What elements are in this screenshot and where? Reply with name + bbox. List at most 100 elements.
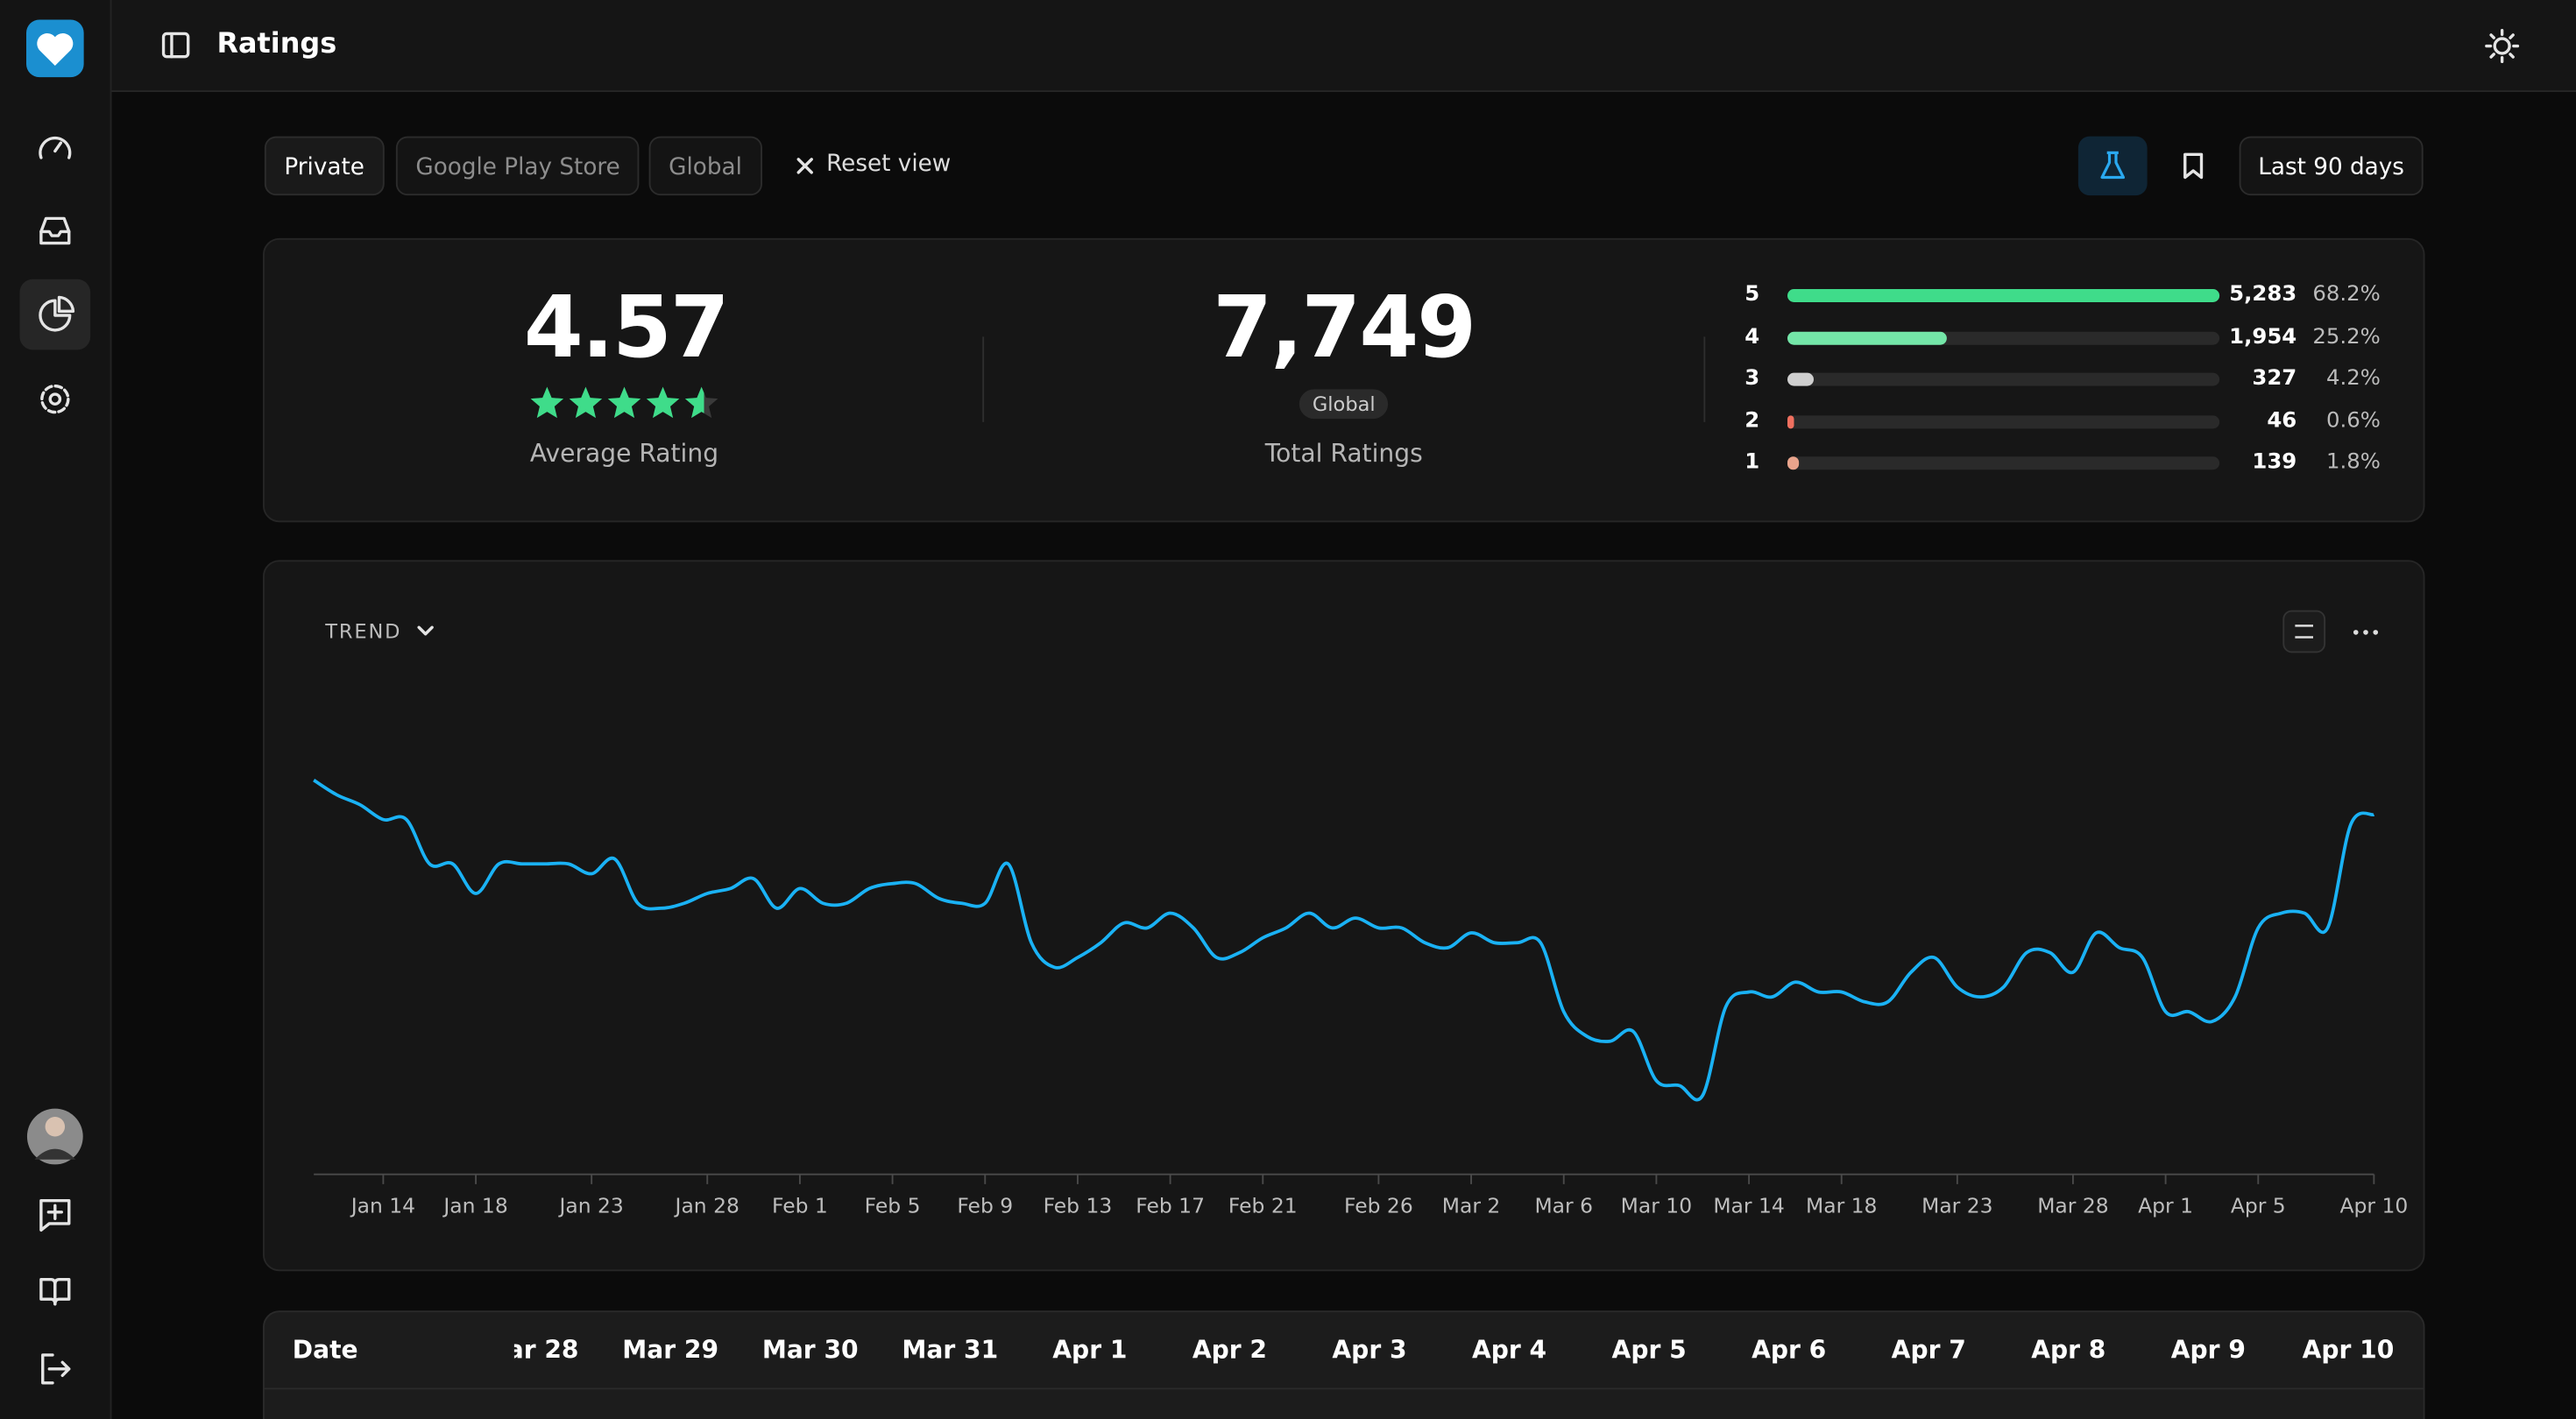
table-column-header: Apr 5 — [1611, 1335, 1687, 1366]
avatar-face — [45, 1117, 66, 1137]
table-date-header: Date — [292, 1335, 358, 1366]
chart-title[interactable]: TREND — [324, 620, 401, 643]
nav-logout[interactable] — [41, 1353, 71, 1385]
trend-chart: TREND Jan 14 Jan 18 Jan 23 Jan 28 Feb 1 Feb 5… — [313, 610, 2408, 1218]
table-column-header: Mar 29 — [622, 1335, 719, 1366]
star — [569, 386, 603, 419]
sidebar — [0, 0, 112, 1419]
x-tick-label: Feb 13 — [1044, 1194, 1113, 1218]
table-column-header: Apr 1 — [1052, 1335, 1128, 1366]
star-level: 2 — [1744, 408, 1760, 434]
bar-track — [1787, 414, 2220, 428]
sidebar-toggle[interactable] — [161, 32, 191, 61]
avatar[interactable] — [26, 1108, 83, 1165]
table-column-header: Apr 6 — [1752, 1335, 1827, 1366]
filter-chip[interactable]: Private — [264, 136, 385, 196]
x-tick-label: Jan 28 — [674, 1194, 740, 1218]
x-tick-label: Apr 1 — [2138, 1194, 2193, 1218]
period-select[interactable]: Last 90 days — [2239, 136, 2424, 196]
top-bar: Ratings — [111, 0, 2576, 92]
table-column-header: Mar 30 — [761, 1335, 859, 1366]
theme-toggle[interactable] — [2484, 28, 2520, 64]
reset-view[interactable]: Reset view — [826, 151, 952, 178]
bar — [1787, 456, 1799, 470]
nav-feedback[interactable] — [39, 1198, 71, 1232]
bar-track — [1787, 456, 2220, 470]
x-tick-label: Mar 28 — [2037, 1194, 2108, 1218]
table-column-header: Apr 4 — [1471, 1335, 1547, 1366]
lab-icon — [2100, 151, 2126, 180]
count: 1,954 — [2229, 324, 2297, 349]
table-column-header: Apr 7 — [1891, 1335, 1966, 1366]
share: 1.8% — [2325, 450, 2381, 476]
count: 46 — [2267, 408, 2297, 434]
x-tick-label: Apr 10 — [2339, 1194, 2408, 1218]
x-tick-label: Jan 14 — [350, 1194, 415, 1218]
count: 139 — [2252, 450, 2297, 476]
star-level: 4 — [1744, 324, 1760, 349]
chart-title-chevron — [417, 625, 434, 636]
table-column-header: Mar 31 — [902, 1335, 999, 1366]
share: 4.2% — [2325, 366, 2381, 392]
star — [684, 386, 704, 419]
star-level: 3 — [1744, 366, 1760, 392]
x-tick-label: Feb 9 — [957, 1194, 1013, 1218]
divider — [982, 336, 985, 422]
table-column-header: Apr 3 — [1332, 1335, 1407, 1366]
chart-settings[interactable] — [2282, 610, 2326, 653]
table-column-header: Apr 8 — [2031, 1335, 2106, 1366]
reset-icon — [796, 158, 813, 174]
count: 5,283 — [2229, 282, 2297, 307]
star-level: 1 — [1744, 450, 1760, 476]
x-tick-label: Jan 18 — [442, 1194, 507, 1218]
star-rating — [530, 386, 718, 419]
table-header — [263, 1310, 2425, 1419]
table-column-header: Apr 10 — [2302, 1335, 2395, 1366]
filter-chip[interactable]: Global — [648, 136, 762, 196]
total-scope: Global — [1299, 389, 1389, 420]
x-tick-label: Feb 26 — [1344, 1194, 1413, 1218]
bar — [1787, 289, 2220, 302]
table-column-header: Apr 9 — [2170, 1335, 2246, 1366]
x-tick-label: Mar 6 — [1534, 1194, 1593, 1218]
share: 25.2% — [2312, 324, 2381, 349]
x-tick-label: Jan 23 — [557, 1194, 623, 1218]
page-title: Ratings — [216, 27, 337, 61]
divider — [1703, 336, 1706, 422]
nav-inbox[interactable] — [39, 216, 71, 245]
chart-menu-dot[interactable] — [2363, 630, 2368, 635]
chart-settings-icon — [2295, 625, 2313, 639]
bar — [1787, 372, 1815, 386]
star-level: 5 — [1744, 282, 1760, 307]
x-tick-label: Feb 21 — [1228, 1194, 1298, 1218]
lab-button[interactable] — [2077, 136, 2148, 196]
filter-chip[interactable]: Google Play Store — [395, 136, 640, 196]
x-tick-label: Mar 14 — [1713, 1194, 1784, 1218]
nav-docs[interactable] — [39, 1277, 71, 1306]
nav-dashboard[interactable] — [39, 136, 72, 159]
x-tick-label: Mar 2 — [1442, 1194, 1501, 1218]
logo-heart — [37, 33, 74, 66]
bar-track — [1787, 372, 2220, 386]
chart-menu-dot[interactable] — [2353, 630, 2359, 635]
nav-ratings[interactable] — [39, 295, 75, 332]
avatar-body — [34, 1148, 76, 1160]
bookmark-button[interactable] — [2178, 152, 2208, 181]
x-tick-label: Feb 17 — [1136, 1194, 1205, 1218]
average-label: Average Rating — [529, 438, 719, 469]
x-tick-label: Mar 18 — [1806, 1194, 1877, 1218]
table-column-header: Apr 2 — [1192, 1335, 1268, 1366]
bar — [1787, 414, 1794, 428]
chart-menu-dot[interactable] — [2373, 630, 2379, 635]
x-tick-label: Mar 23 — [1921, 1194, 1992, 1218]
star — [530, 386, 564, 419]
trend-line — [313, 779, 2375, 1102]
x-tick-label: Apr 5 — [2231, 1194, 2286, 1218]
star — [607, 386, 641, 419]
nav-settings[interactable] — [40, 384, 70, 414]
total-label: Total Ratings — [1264, 438, 1423, 469]
table-column-header: Mar 28 — [514, 1335, 579, 1366]
